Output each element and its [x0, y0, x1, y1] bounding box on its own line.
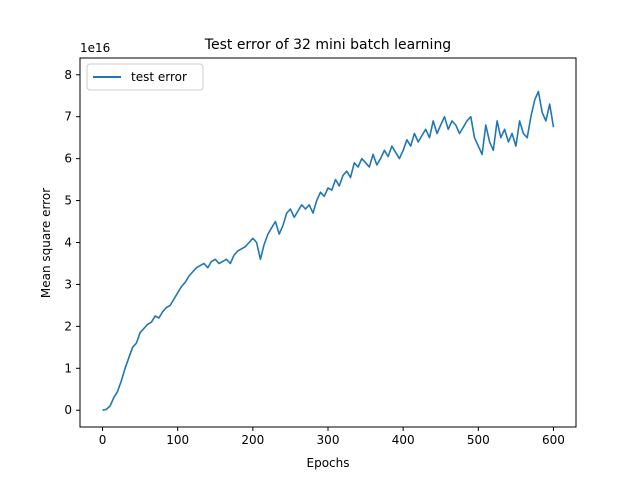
y-axis-multiplier: 1e16 [80, 41, 110, 55]
y-tick-label: 8 [64, 68, 72, 82]
y-tick-label: 0 [64, 403, 72, 417]
y-tick-label: 1 [64, 361, 72, 375]
x-axis-label: Epochs [307, 456, 350, 470]
y-tick-label: 4 [64, 236, 72, 250]
chart-title: Test error of 32 mini batch learning [204, 37, 451, 53]
plot-frame [79, 57, 577, 428]
x-tick-label: 100 [166, 433, 189, 447]
x-tick-label: 0 [99, 433, 107, 447]
legend: test error [86, 63, 204, 91]
x-tick-label: 500 [467, 433, 490, 447]
series-line-test-error [102, 90, 555, 411]
x-tick-label: 300 [317, 433, 340, 447]
y-tick-label: 2 [64, 319, 72, 333]
plot-area [79, 57, 577, 428]
y-tick-label: 7 [64, 110, 72, 124]
y-tick-label: 3 [64, 277, 72, 291]
y-axis-label: Mean square error [39, 188, 53, 298]
x-tick-label: 600 [542, 433, 565, 447]
legend-entry-label: test error [131, 70, 187, 84]
x-tick-label: 200 [241, 433, 264, 447]
y-tick-label: 6 [64, 152, 72, 166]
x-tick-label: 400 [392, 433, 415, 447]
series-layer [102, 90, 555, 411]
y-axis-ticks: 0 1 2 3 4 5 6 7 8 [64, 68, 80, 417]
y-tick-label: 5 [64, 194, 72, 208]
x-axis-ticks: 0 100 200 300 400 500 600 [99, 427, 565, 447]
legend-box [86, 63, 204, 91]
